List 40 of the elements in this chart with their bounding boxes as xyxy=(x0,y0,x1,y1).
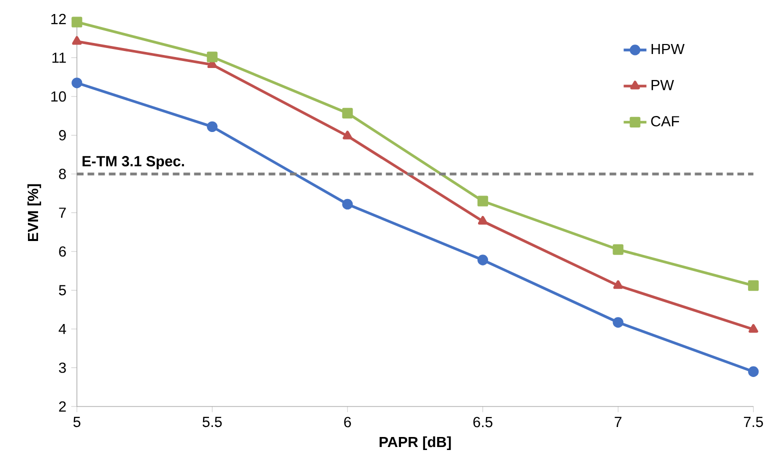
point xyxy=(477,254,488,266)
point xyxy=(477,196,488,206)
y-tick-label: 9 xyxy=(59,130,66,140)
point xyxy=(342,108,353,118)
y-tick-label: 12 xyxy=(51,14,66,24)
point xyxy=(748,324,758,333)
point xyxy=(206,121,218,132)
y-tick-label: 3 xyxy=(58,362,66,373)
y-tick-label: 6 xyxy=(59,246,66,256)
x-tick-label: 6 xyxy=(344,416,351,428)
x-tick-label: 7.5 xyxy=(744,416,763,427)
y-tick-label: 7 xyxy=(59,208,66,218)
y-tick-label: 8 xyxy=(58,168,66,179)
point xyxy=(478,216,488,224)
x-tick-label: 6.5 xyxy=(473,416,492,428)
y-tick-label: 5 xyxy=(58,284,66,296)
ref-line-label: E-TM 3.1 Spec. xyxy=(82,156,184,170)
x-axis-title: PAPR [dB] xyxy=(380,436,451,450)
y-axis-title: EVM [%] xyxy=(27,184,42,241)
point xyxy=(748,366,759,377)
y-tick-label: 10 xyxy=(51,91,66,102)
y-tick-label: 2 xyxy=(59,401,66,412)
legend-label: PW xyxy=(652,80,674,90)
point xyxy=(613,280,623,289)
point xyxy=(342,130,352,140)
point xyxy=(612,316,624,328)
legend-label: CAF xyxy=(651,116,680,126)
point xyxy=(612,244,624,255)
point xyxy=(72,16,82,28)
x-tick-label: 5.5 xyxy=(202,416,222,427)
point xyxy=(342,198,353,210)
point xyxy=(206,51,218,62)
y-tick-label: 4 xyxy=(58,324,66,334)
point xyxy=(72,36,82,45)
x-tick-label: 5 xyxy=(73,416,80,427)
y-tick-label: 11 xyxy=(52,52,66,63)
x-tick-label: 7 xyxy=(614,416,622,427)
point xyxy=(748,280,759,291)
legend-label: HPW xyxy=(652,44,685,54)
point xyxy=(72,77,82,88)
